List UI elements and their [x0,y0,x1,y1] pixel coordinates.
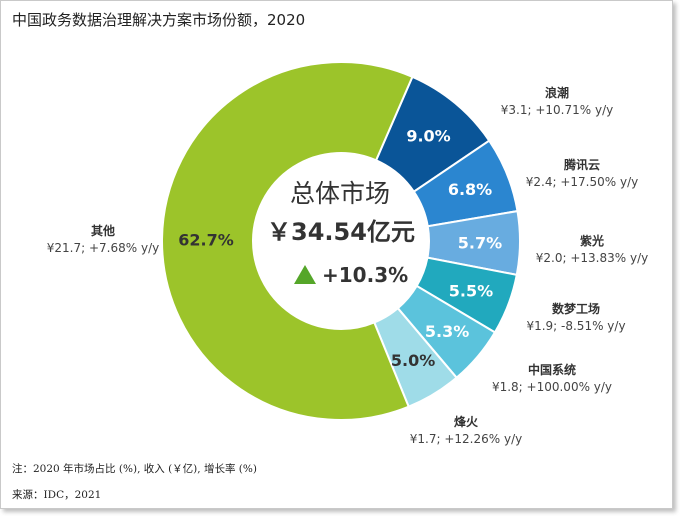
center-group: 总体市场 ￥34.54亿元 +10.3% [267,179,415,287]
up-triangle-icon [294,265,316,284]
slice-percent-label: 9.0% [406,127,450,146]
center-growth: +10.3% [322,263,408,287]
slice-detail-label: ¥2.4; +17.50% y/y [526,175,638,189]
slice-percent-label: 5.5% [449,281,493,300]
slice-name-label: 腾讯云 [563,157,600,172]
slice-name-label: 其他 [91,223,115,238]
source-note: 来源：IDC，2021 [12,489,102,501]
slices-group [161,61,521,421]
slice-name-label: 中国系统 [528,362,576,377]
slice-percent-label: 5.7% [458,234,502,253]
footnote: 注：2020 年市场占比 (%), 收入 (￥亿), 增长率 (%) [12,463,257,475]
slice-detail-label: ¥2.0; +13.83% y/y [536,251,648,265]
slice-7 [161,61,414,421]
center-total: ￥34.54亿元 [267,218,415,246]
slice-name-label: 浪潮 [545,85,569,100]
slice-percent-label: 6.8% [448,180,492,199]
slice-percent-label: 5.0% [391,351,435,370]
slice-name-label: 烽火 [454,414,479,429]
slice-percent-label: 5.3% [425,322,469,341]
slice-detail-label: ¥21.7; +7.68% y/y [47,241,159,255]
center-title: 总体市场 [290,179,390,208]
slice-percent-label: 62.7% [178,230,234,249]
chart-title: 中国政务数据治理解决方案市场份额，2020 [12,11,306,29]
slice-detail-label: ¥1.8; +100.00% y/y [492,380,612,394]
slice-detail-label: ¥1.9; -8.51% y/y [526,319,625,333]
labels-group: 9.0% 浪潮 ¥3.1; +10.71% y/y 6.8% 腾讯云 ¥2.4; +17.… [47,85,648,446]
slice-name-label: 数梦工场 [552,301,600,316]
slice-detail-label: ¥3.1; +10.71% y/y [501,103,613,117]
slice-detail-label: ¥1.7; +12.26% y/y [410,432,522,446]
slice-name-label: 紫光 [580,233,604,248]
